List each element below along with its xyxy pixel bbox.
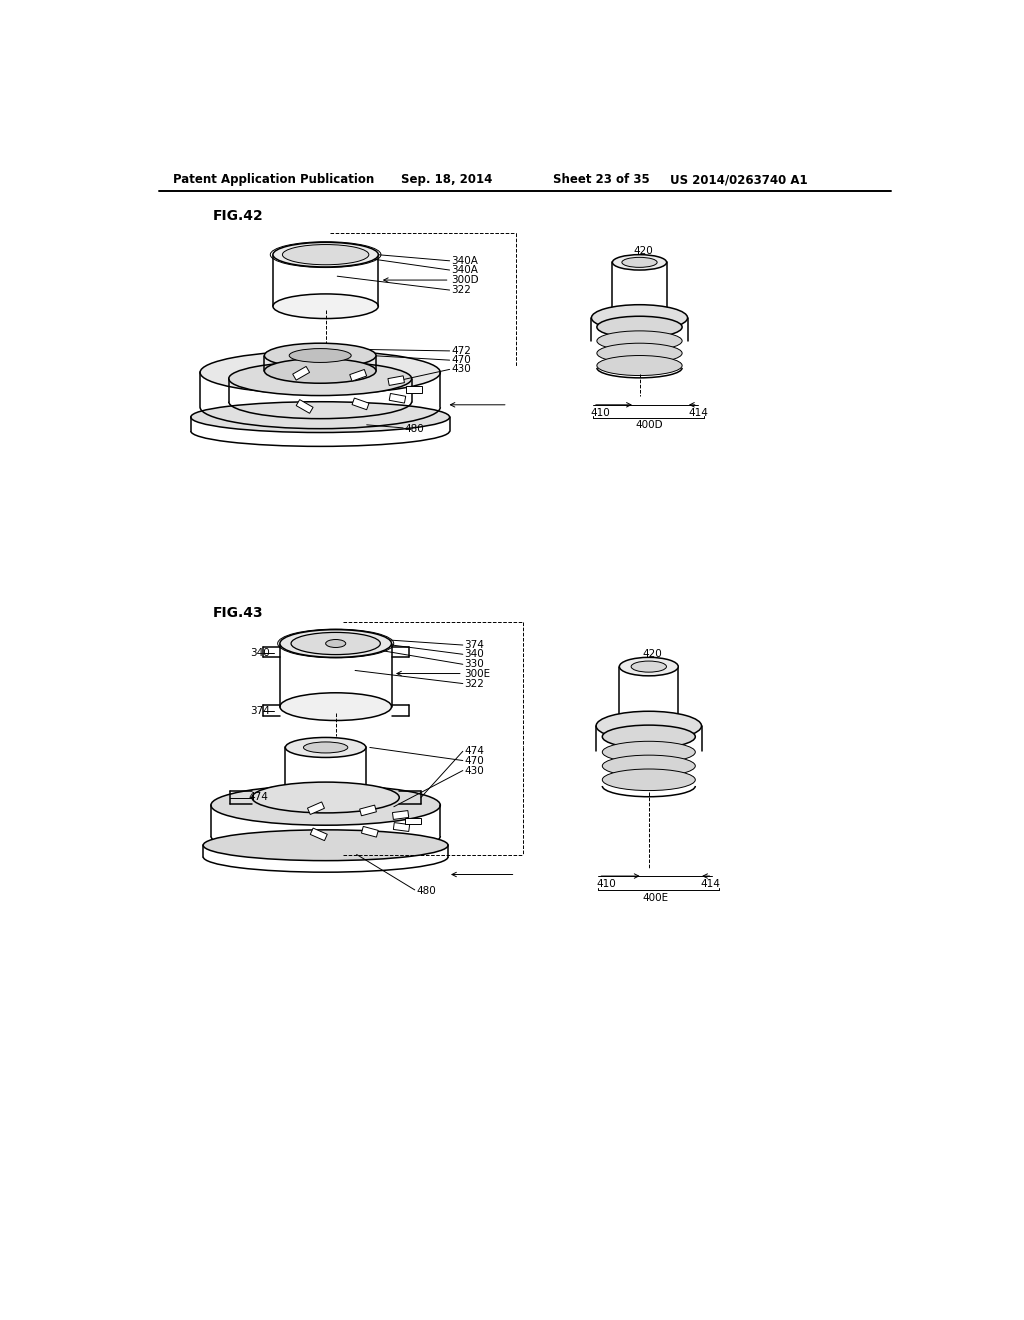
Text: 430: 430 (452, 364, 471, 375)
Text: 430: 430 (464, 766, 484, 776)
Text: 300E: 300E (464, 668, 490, 678)
Text: 410: 410 (591, 408, 610, 417)
Bar (389, 393, 406, 403)
Ellipse shape (597, 331, 682, 351)
Ellipse shape (200, 351, 440, 393)
Ellipse shape (597, 317, 682, 338)
Text: 330: 330 (464, 659, 484, 669)
Bar (407, 385, 422, 393)
Ellipse shape (597, 343, 682, 363)
Bar (352, 399, 369, 409)
Ellipse shape (252, 781, 399, 813)
Text: US 2014/0263740 A1: US 2014/0263740 A1 (671, 173, 808, 186)
Text: 374: 374 (464, 640, 484, 649)
Text: 414: 414 (688, 408, 709, 417)
Ellipse shape (602, 770, 695, 791)
Text: Patent Application Publication: Patent Application Publication (173, 173, 374, 186)
Text: 474: 474 (248, 792, 268, 803)
Ellipse shape (228, 362, 412, 396)
Bar (388, 376, 404, 385)
Ellipse shape (602, 725, 695, 748)
Text: 322: 322 (452, 285, 471, 296)
Bar (406, 817, 421, 825)
Ellipse shape (264, 343, 376, 368)
Ellipse shape (631, 661, 667, 672)
Text: 474: 474 (464, 746, 484, 756)
Text: 414: 414 (700, 879, 720, 888)
Ellipse shape (592, 305, 687, 331)
Text: 300D: 300D (452, 275, 479, 285)
Bar (350, 370, 367, 381)
Bar (307, 803, 325, 814)
Ellipse shape (596, 711, 701, 741)
Ellipse shape (211, 785, 440, 825)
Ellipse shape (622, 257, 657, 268)
Ellipse shape (280, 693, 391, 721)
Bar (359, 805, 377, 816)
Text: 322: 322 (464, 678, 484, 689)
Text: Sep. 18, 2014: Sep. 18, 2014 (400, 173, 493, 186)
Text: 420: 420 (633, 246, 653, 256)
Ellipse shape (203, 830, 449, 861)
Ellipse shape (597, 355, 682, 376)
Ellipse shape (264, 359, 376, 383)
Ellipse shape (273, 294, 378, 318)
Text: 340: 340 (464, 649, 484, 659)
Text: Sheet 23 of 35: Sheet 23 of 35 (553, 173, 649, 186)
Ellipse shape (190, 401, 450, 433)
Ellipse shape (286, 738, 366, 758)
Text: 480: 480 (404, 425, 424, 434)
Text: 340A: 340A (452, 256, 478, 265)
Text: 480: 480 (417, 887, 436, 896)
Ellipse shape (289, 348, 351, 363)
Bar (392, 810, 409, 820)
Text: 340A: 340A (452, 265, 478, 275)
Ellipse shape (602, 755, 695, 776)
Text: 400E: 400E (643, 892, 669, 903)
Ellipse shape (612, 255, 667, 271)
Ellipse shape (303, 742, 348, 752)
Bar (296, 400, 313, 413)
Text: 472: 472 (452, 346, 471, 356)
Bar (310, 828, 328, 841)
Bar (361, 826, 378, 837)
Ellipse shape (273, 243, 378, 267)
Ellipse shape (280, 630, 391, 657)
Text: 470: 470 (452, 355, 471, 366)
Ellipse shape (326, 639, 346, 648)
Ellipse shape (291, 632, 380, 655)
Text: FIG.43: FIG.43 (213, 606, 264, 619)
Text: 400D: 400D (636, 420, 664, 430)
Ellipse shape (283, 244, 369, 265)
Text: 470: 470 (464, 755, 484, 766)
Bar (293, 367, 309, 380)
Ellipse shape (602, 742, 695, 763)
Text: FIG.42: FIG.42 (213, 209, 264, 223)
Text: 340: 340 (251, 648, 270, 657)
Text: 420: 420 (643, 649, 663, 659)
Text: 374: 374 (251, 706, 270, 717)
Ellipse shape (620, 657, 678, 676)
Bar (393, 822, 410, 832)
Text: 410: 410 (596, 879, 615, 888)
